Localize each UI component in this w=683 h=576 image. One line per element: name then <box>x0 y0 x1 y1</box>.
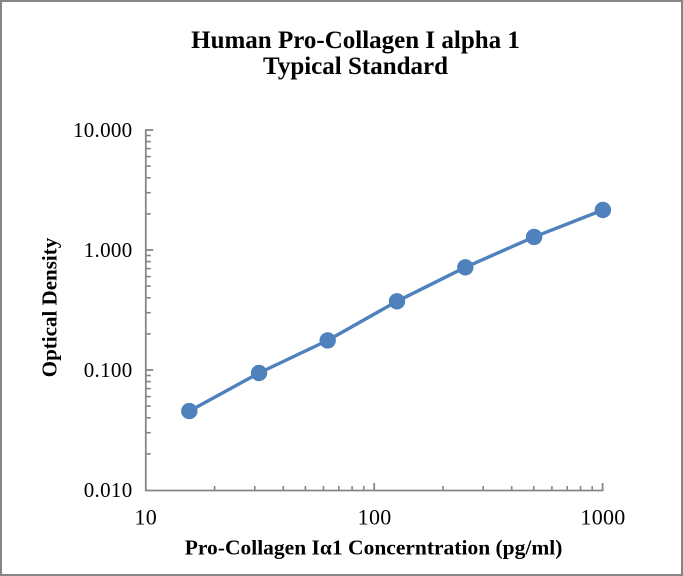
svg-text:Optical Density: Optical Density <box>38 237 62 377</box>
svg-text:Human Pro-Collagen I alpha 1: Human Pro-Collagen I alpha 1 <box>191 27 520 54</box>
svg-text:1.000: 1.000 <box>84 238 133 262</box>
svg-text:10: 10 <box>134 504 157 529</box>
svg-text:Pro-Collagen Iα1 Concerntratio: Pro-Collagen Iα1 Concerntration (pg/ml) <box>185 536 563 560</box>
svg-text:0.100: 0.100 <box>84 358 133 382</box>
svg-text:10.000: 10.000 <box>73 118 133 142</box>
svg-text:1000: 1000 <box>580 504 625 529</box>
svg-text:0.010: 0.010 <box>84 478 133 502</box>
svg-text:100: 100 <box>358 504 392 529</box>
svg-text:Typical Standard: Typical Standard <box>263 53 448 80</box>
